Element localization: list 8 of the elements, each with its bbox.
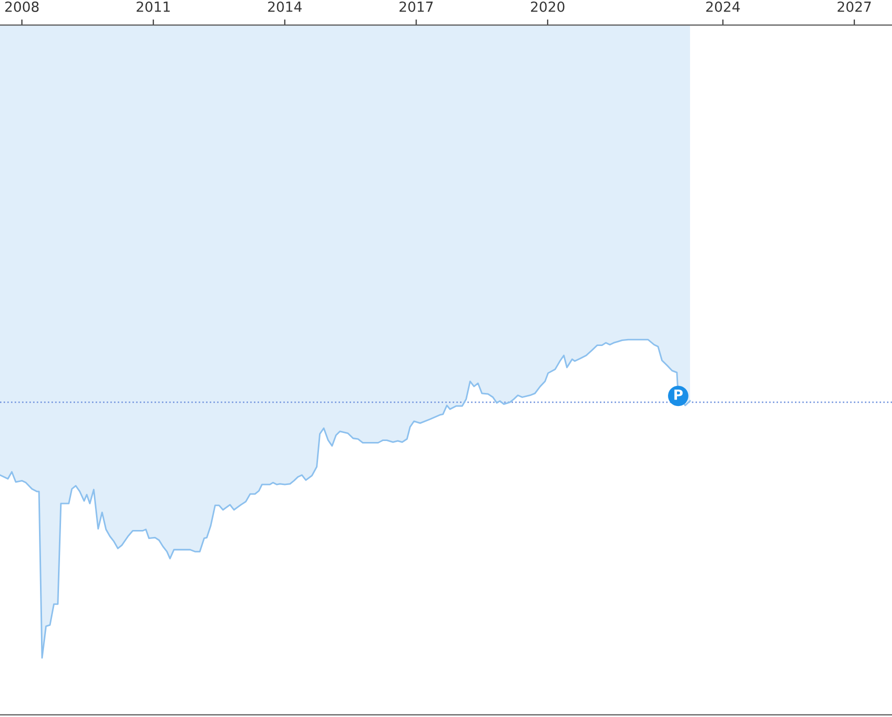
annotation: P — [674, 390, 683, 400]
x-tick-label: 2008 — [5, 1, 39, 12]
x-tick-label: 2027 — [838, 1, 871, 12]
x-tick-label: 2014 — [268, 1, 302, 12]
x-tick-label: 2020 — [530, 1, 564, 12]
x-tick-label: 2011 — [136, 1, 170, 12]
x-tick-label: 2024 — [706, 1, 740, 12]
x-tick-label: 2017 — [400, 1, 433, 12]
